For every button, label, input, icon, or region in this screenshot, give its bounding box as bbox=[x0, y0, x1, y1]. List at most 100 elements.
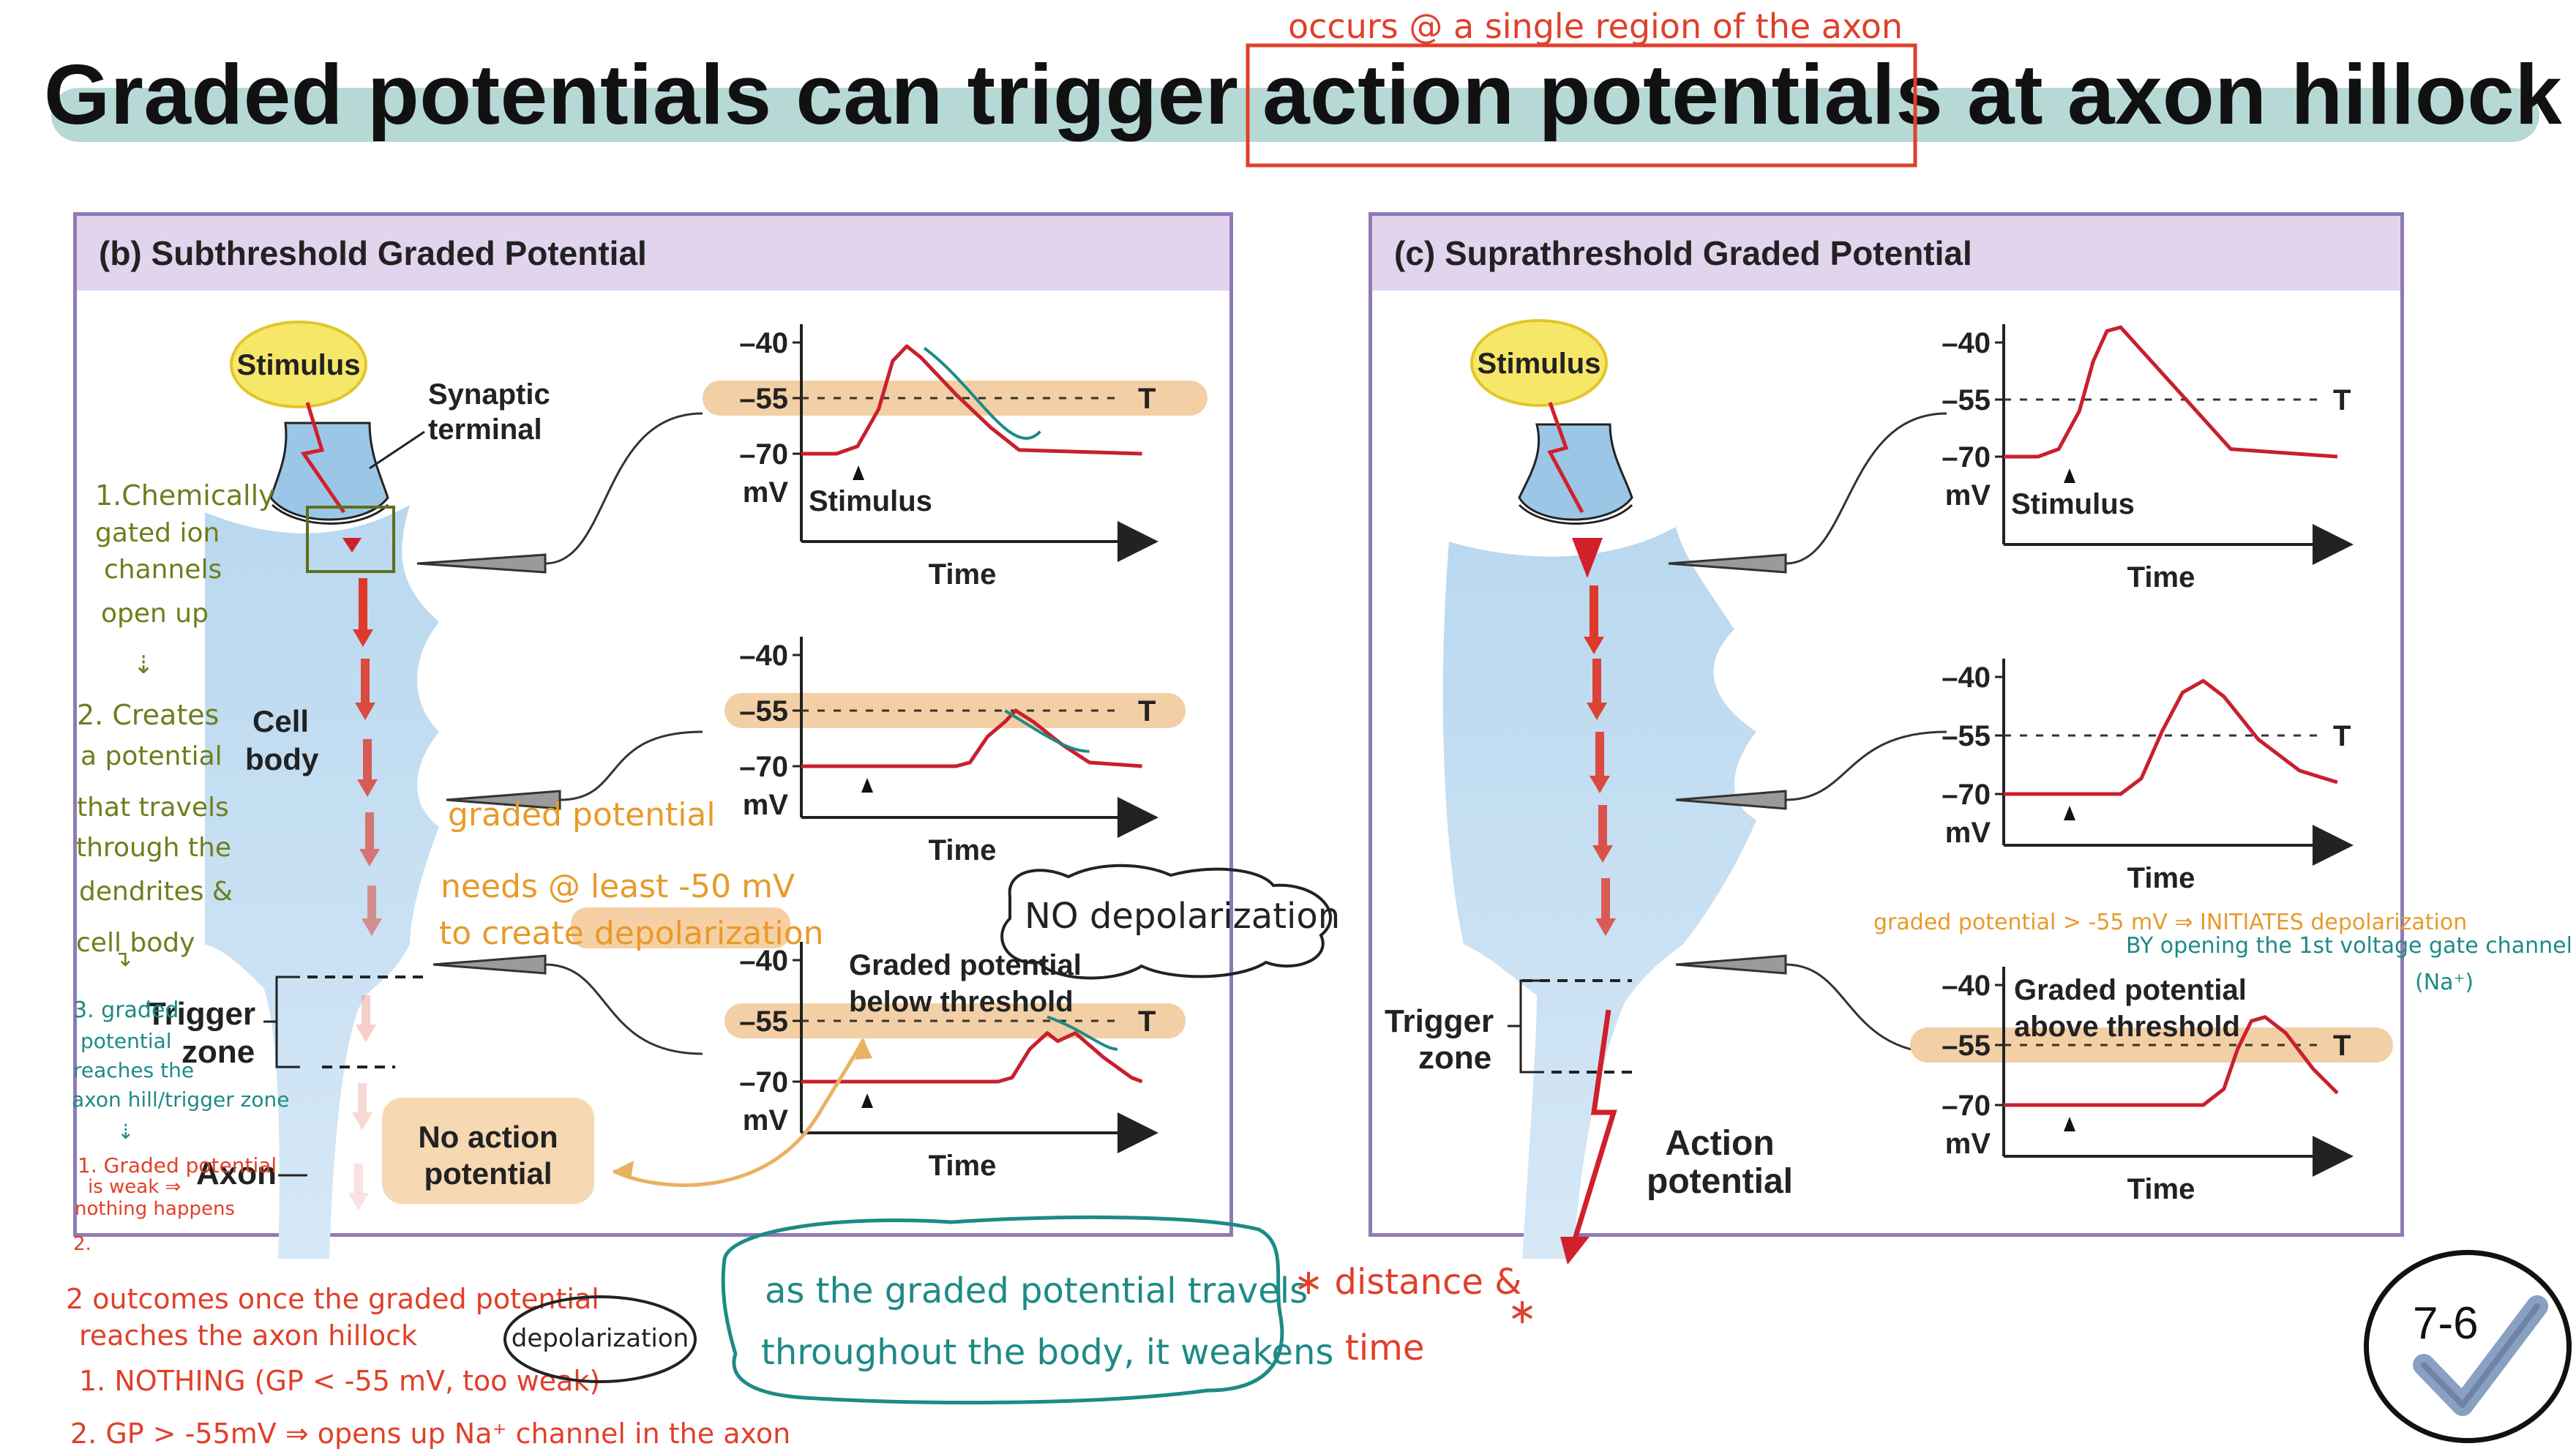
panel-subthreshold-title: (b) Subthreshold Graded Potential bbox=[99, 234, 647, 272]
stimulus-marker-1 bbox=[861, 778, 873, 793]
left-note-7: that travels bbox=[77, 793, 229, 823]
x-label-2: Time bbox=[929, 1150, 997, 1182]
stimulus-marker-4 bbox=[2064, 806, 2075, 820]
potential-curve-2 bbox=[801, 1031, 1143, 1084]
arrow-shaft-4 bbox=[1601, 878, 1610, 918]
y-unit-3: mV bbox=[1945, 479, 1991, 512]
graph-desc-2-2: below threshold bbox=[849, 986, 1074, 1018]
trigger-zone-label-c-1: Trigger bbox=[1385, 1003, 1494, 1039]
y-tick-label-1-1: –55 bbox=[739, 695, 788, 727]
axon-label: Axon bbox=[196, 1156, 277, 1191]
stimulus-label-0: Stimulus bbox=[809, 485, 932, 517]
stimulus-c bbox=[1470, 319, 1608, 407]
left-note-9: dendrites & bbox=[79, 877, 233, 907]
panel-suprathreshold-title: (c) Suprathreshold Graded Potential bbox=[1394, 234, 1972, 272]
x-label-5: Time bbox=[2127, 1173, 2195, 1205]
neuron-b bbox=[205, 422, 439, 1259]
stimulus-label-3: Stimulus bbox=[2011, 488, 2135, 520]
star-note: ∗ bbox=[1508, 1291, 1537, 1332]
no-action-potential-1: No action bbox=[418, 1120, 558, 1154]
electrode-0 bbox=[416, 553, 547, 574]
panel-subthreshold-header: (b) Subthreshold Graded Potential bbox=[77, 216, 1229, 291]
x-label-0: Time bbox=[929, 558, 997, 591]
signal-arrows-b bbox=[348, 578, 382, 1210]
arrow-head-2 bbox=[1590, 776, 1610, 793]
left-note-19: nothing happens bbox=[75, 1198, 235, 1220]
graph-3: –40 –55 –70 mV T Time Stimulus bbox=[1942, 324, 2354, 594]
threshold-label-0: T bbox=[1138, 383, 1156, 415]
arrow-shaft-0 bbox=[1590, 585, 1598, 637]
stimulus-marker-5 bbox=[2064, 1117, 2075, 1131]
left-note-10: cell body bbox=[76, 928, 195, 958]
action-potential-label-1: Action bbox=[1665, 1124, 1774, 1163]
y-tick-label-2-0: –40 bbox=[739, 945, 788, 977]
potential-curve-0 bbox=[801, 344, 1142, 456]
y-tick-label-2-1: –55 bbox=[739, 1006, 788, 1038]
left-note-13: potential bbox=[80, 1029, 172, 1053]
stimulus-marker-2 bbox=[861, 1093, 873, 1108]
trigger-zone-label-b-2: zone bbox=[181, 1034, 255, 1070]
arrow-head-0 bbox=[1584, 637, 1604, 654]
potential-curve-5 bbox=[2004, 1015, 2339, 1107]
y-tick-label-1-0: –40 bbox=[739, 640, 788, 672]
stimulus-marker-3 bbox=[2064, 468, 2075, 483]
arrow-shaft-3 bbox=[1598, 805, 1607, 845]
arrow-head-1 bbox=[1587, 703, 1607, 720]
y-unit-2: mV bbox=[743, 1104, 789, 1137]
y-unit-5: mV bbox=[1945, 1128, 1991, 1160]
y-unit-1: mV bbox=[743, 789, 789, 821]
left-note-18: is weak ⇒ bbox=[88, 1176, 181, 1198]
electrode-2 bbox=[1675, 954, 1787, 975]
threshold-label-4: T bbox=[2333, 720, 2351, 752]
threshold-band-1 bbox=[724, 693, 1186, 728]
left-note-17: 1. Graded potential bbox=[78, 1153, 277, 1177]
left-note-14: reaches the bbox=[73, 1058, 194, 1082]
no-action-potential-box bbox=[382, 1098, 594, 1204]
outcomes-4: 2. GP > -55mV ⇒ opens up Na⁺ channel in … bbox=[70, 1418, 790, 1449]
threshold-band-2 bbox=[724, 1003, 1186, 1038]
stimulus-b bbox=[230, 321, 367, 408]
signal-arrows-c bbox=[1584, 585, 1616, 936]
synaptic-terminal-label-2: terminal bbox=[428, 413, 542, 446]
electrode-wire-2 bbox=[544, 963, 703, 1055]
voltage-gate-note-1: BY opening the 1st voltage gate channel bbox=[2126, 933, 2572, 959]
arrow-head-4 bbox=[362, 918, 382, 936]
y-unit-0: mV bbox=[743, 476, 789, 509]
panel-suprathreshold-header: (c) Suprathreshold Graded Potential bbox=[1372, 216, 2400, 291]
y-tick-label-4-1: –55 bbox=[1942, 720, 1991, 752]
checkmark-icon bbox=[2413, 1295, 2548, 1416]
stimulus-label-b: Stimulus bbox=[237, 349, 361, 381]
no-depolarization-note: NO depolarization bbox=[1025, 896, 1340, 937]
synaptic-terminal-label-1: Synaptic bbox=[428, 378, 550, 411]
outcomes-1: 2 outcomes once the graded potential bbox=[66, 1283, 599, 1315]
threshold-label-5: T bbox=[2333, 1030, 2351, 1062]
cell-body-label-1: Cell bbox=[252, 704, 309, 738]
title-highlight bbox=[51, 88, 2539, 142]
initiates-note: graded potential > -55 mV ⇒ INITIATES de… bbox=[1873, 910, 2467, 935]
left-note-11: ↴ bbox=[113, 946, 132, 972]
left-note-0: 1.Chemically bbox=[95, 479, 275, 512]
outcomes-2: reaches the axon hillock bbox=[79, 1319, 417, 1352]
x-label-4: Time bbox=[2127, 862, 2195, 894]
y-unit-4: mV bbox=[1945, 817, 1991, 849]
annotation-arrow-2 bbox=[1046, 1015, 1118, 1051]
left-note-15: axon hill/trigger zone bbox=[72, 1087, 289, 1112]
y-tick-label-0-0: –40 bbox=[739, 327, 788, 359]
slide-title: Graded potentials can trigger action pot… bbox=[44, 47, 2563, 142]
y-tick-label-3-0: –40 bbox=[1942, 327, 1991, 359]
y-tick-label-2-2: –70 bbox=[739, 1066, 788, 1098]
depolarization-bubble: depolarization bbox=[512, 1324, 689, 1353]
threshold-label-2: T bbox=[1138, 1006, 1156, 1038]
y-tick-label-0-1: –55 bbox=[739, 383, 788, 415]
arrow-head-3 bbox=[359, 849, 380, 866]
weakens-2: throughout the body, it weakens bbox=[761, 1332, 1333, 1373]
left-note-2: channels bbox=[104, 555, 222, 585]
left-note-20: 2. bbox=[73, 1233, 91, 1255]
slide-number: 7-6 bbox=[2413, 1298, 2479, 1349]
electrode-wire-1 bbox=[559, 730, 703, 801]
slide-badge: 7-6 bbox=[2364, 1250, 2572, 1443]
arrow-shaft-2 bbox=[1595, 732, 1604, 776]
graph-desc-5-2: above threshold bbox=[2014, 1011, 2240, 1043]
